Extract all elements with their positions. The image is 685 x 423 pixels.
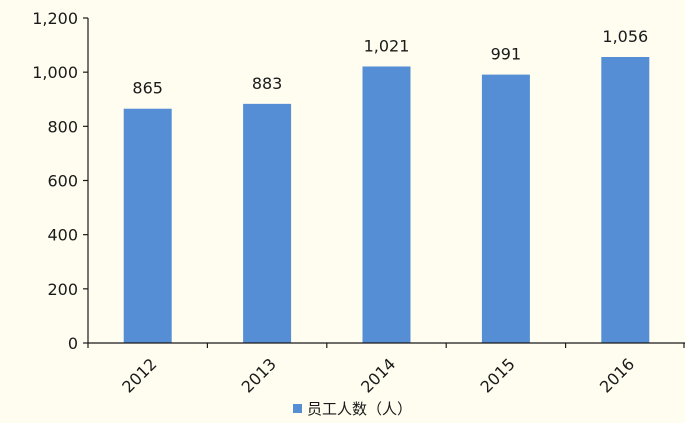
bar	[481, 74, 530, 344]
y-tick-label: 1,000	[32, 63, 78, 82]
x-category-label: 2016	[596, 354, 638, 396]
bar-value-label: 883	[252, 74, 283, 93]
x-category-label: 2012	[118, 354, 160, 396]
x-category-label: 2014	[357, 354, 399, 396]
y-axis: 0 200 400 600 800 1,000 1,200	[32, 9, 89, 353]
bar-value-label: 1,056	[602, 27, 648, 46]
bar-value-label: 865	[132, 79, 163, 98]
y-tick-label: 600	[47, 172, 78, 191]
y-tick-label: 1,200	[32, 9, 78, 28]
bar-value-label: 991	[491, 45, 522, 64]
bar-value-label: 1,021	[364, 36, 410, 55]
y-tick-label: 0	[68, 334, 78, 353]
legend: 员工人数（人）	[293, 400, 412, 418]
x-axis: 2012 2013 2014 2015 2016	[87, 342, 685, 397]
y-tick-label: 400	[47, 226, 78, 245]
bar	[123, 108, 172, 344]
legend-label: 员工人数（人）	[307, 400, 412, 418]
y-tick-label: 200	[47, 280, 78, 299]
legend-swatch	[293, 404, 302, 413]
bar	[601, 57, 650, 343]
bars: 865 883 1,021 991 1,056	[123, 27, 650, 344]
y-tick-label: 800	[47, 117, 78, 136]
x-category-label: 2013	[238, 354, 280, 396]
bar	[362, 66, 411, 344]
bar	[243, 103, 292, 344]
x-category-label: 2015	[477, 354, 519, 396]
